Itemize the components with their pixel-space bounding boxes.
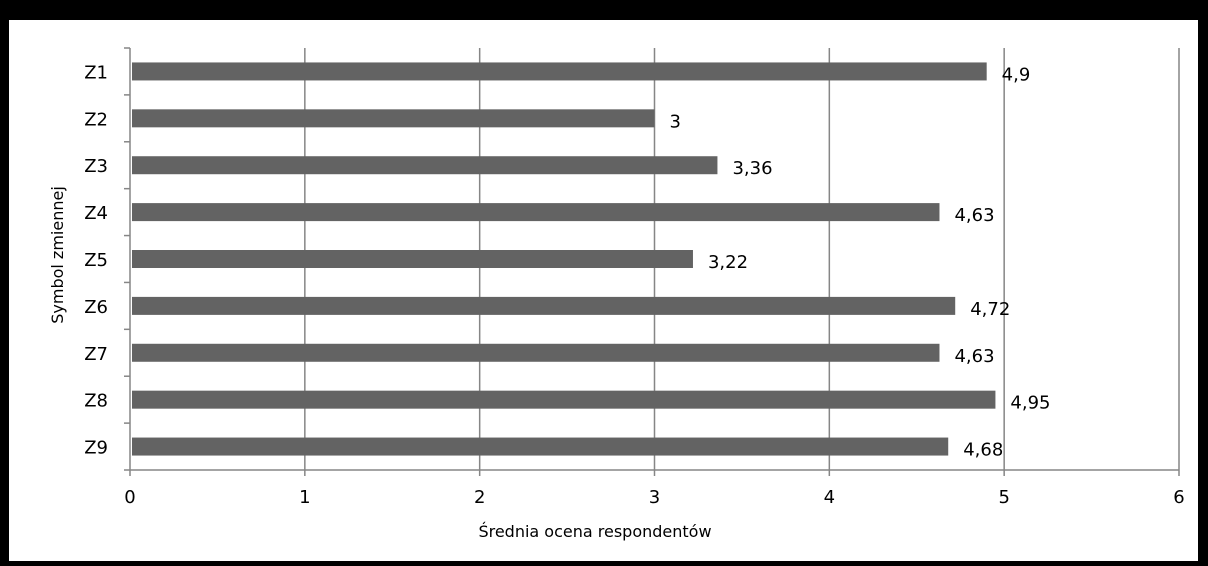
category-label: Z3 (84, 156, 108, 177)
x-tick-label: 0 (124, 487, 135, 508)
category-label: Z1 (84, 62, 108, 83)
bar (132, 203, 940, 222)
bar (132, 343, 940, 362)
data-label: 3,22 (708, 252, 748, 273)
x-tick-label: 1 (299, 487, 310, 508)
category-label: Z9 (84, 438, 108, 459)
bars (132, 62, 996, 456)
bar (132, 109, 655, 128)
data-label: 4,68 (963, 440, 1003, 461)
category-label: Z6 (84, 297, 108, 318)
data-label: 4,72 (970, 299, 1010, 320)
bar (132, 62, 987, 81)
category-label: Z4 (84, 203, 108, 224)
x-tick-label: 4 (824, 487, 835, 508)
x-tick-label: 3 (649, 487, 660, 508)
category-label: Z5 (84, 250, 108, 271)
data-label: 4,9 (1002, 64, 1031, 85)
labels: 0 1 2 3 4 5 6 Z1 4,9 Z2 3 Z3 3,36 Z4 4,63 Z5 3,22 Z6 4,72 Z… (84, 62, 1185, 508)
y-axis-title: Symbol zmiennej (48, 186, 67, 324)
bar (132, 296, 956, 315)
category-label: Z2 (84, 109, 108, 130)
x-axis-title: Średnia ocena respondentów (478, 522, 711, 541)
x-tick-label: 5 (998, 487, 1009, 508)
data-label: 4,95 (1010, 393, 1050, 414)
category-label: Z8 (84, 391, 108, 412)
category-label: Z7 (84, 344, 108, 365)
data-label: 3 (670, 111, 681, 132)
x-tick-label: 2 (474, 487, 485, 508)
data-label: 3,36 (732, 158, 772, 179)
bar (132, 156, 718, 175)
bar (132, 390, 996, 409)
x-tick-label: 6 (1173, 487, 1184, 508)
bar (132, 250, 693, 268)
data-label: 4,63 (954, 205, 994, 226)
data-label: 4,63 (954, 346, 994, 367)
bar (132, 437, 949, 456)
axes (124, 47, 1180, 476)
